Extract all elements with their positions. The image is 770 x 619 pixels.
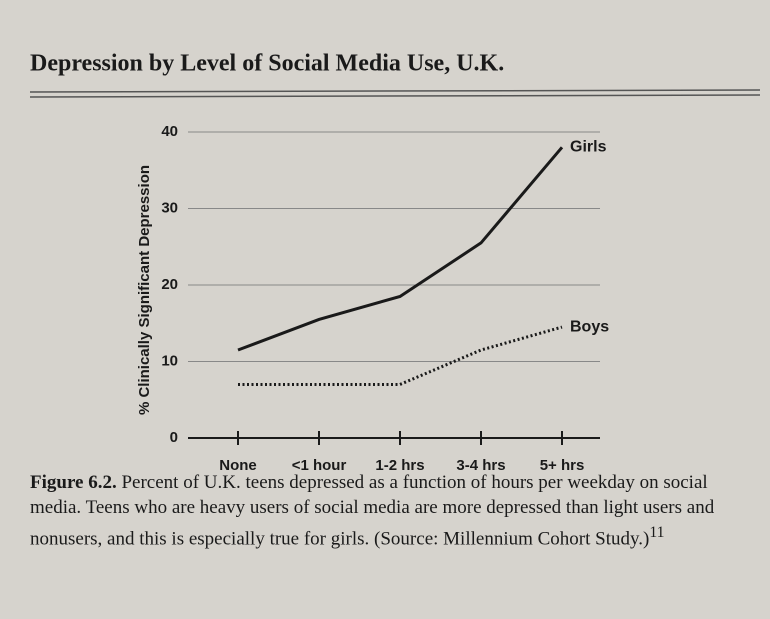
- x-tick-label: <1 hour: [292, 457, 347, 470]
- chart: Depression by Level of Social Media Use,…: [29, 51, 761, 470]
- y-tick-label: 20: [161, 276, 178, 293]
- y-tick-label: 10: [161, 352, 178, 369]
- x-tick-label: 3-4 hrs: [456, 457, 505, 470]
- y-tick-label: 0: [170, 429, 178, 446]
- caption-label: Figure 6.2.: [30, 472, 117, 493]
- caption-text: Percent of U.K. teens depressed as a fun…: [30, 472, 715, 550]
- x-tick-label: None: [219, 457, 257, 470]
- caption: Figure 6.2. Percent of U.K. teens depres…: [30, 470, 755, 551]
- y-tick-label: 40: [161, 123, 178, 140]
- y-tick-label: 30: [161, 199, 178, 216]
- caption-note: 11: [649, 524, 665, 541]
- series-label: Girls: [570, 139, 607, 156]
- rule: [29, 94, 761, 98]
- series-line: [238, 325, 563, 386]
- chart-title: Depression by Level of Social Media Use,…: [30, 51, 504, 77]
- y-axis-label: % Clinically Significant Depression: [136, 165, 153, 415]
- series-label: Boys: [570, 318, 609, 335]
- x-tick-label: 1-2 hrs: [375, 457, 424, 470]
- series-line: [237, 146, 564, 352]
- x-tick-label: 5+ hrs: [540, 457, 585, 470]
- rule: [29, 89, 761, 93]
